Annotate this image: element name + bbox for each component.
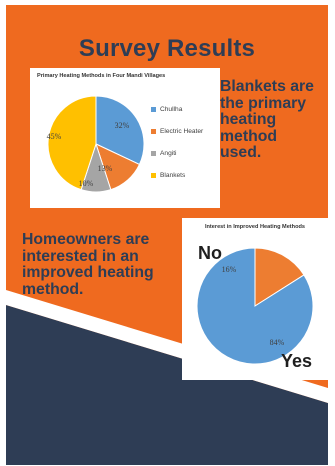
pie-slice-yes <box>196 247 314 365</box>
legend-swatch <box>151 150 156 156</box>
pie-slice-no <box>254 247 305 307</box>
yes-label: Yes <box>281 351 313 371</box>
legend-item: Electric Heater <box>151 128 203 135</box>
legend-label: Angiti <box>160 150 177 157</box>
legend-item: Angiti <box>151 150 177 157</box>
pie-slice-blankets <box>47 95 97 191</box>
legend-label: Chullha <box>160 106 183 113</box>
page-title: Survey Results <box>78 35 256 62</box>
legend-swatch <box>151 106 156 112</box>
legend-swatch <box>151 172 156 178</box>
heating-methods-pie: 32% 13% 10% 45% <box>47 95 145 193</box>
legend-swatch <box>151 128 156 134</box>
interest-chart-card: Interest in Improved Heating Methods 16%… <box>182 218 328 380</box>
pie-slice-chullha <box>95 95 145 166</box>
data-label-angiti: 10% <box>79 179 94 188</box>
data-label-chullha: 32% <box>115 121 130 130</box>
data-label-electric-heater: 13% <box>98 164 113 173</box>
heating-methods-chart-card: Primary Heating Methods in Four Mandi Vi… <box>30 68 220 208</box>
poster: Survey Results Primary Heating Methods i… <box>6 5 328 465</box>
legend-label: Blankets <box>160 172 186 179</box>
data-label-blankets: 45% <box>47 132 62 141</box>
chart-title: Primary Heating Methods in Four Mandi Vi… <box>37 73 166 79</box>
chart-title: Interest in Improved Heating Methods <box>204 224 306 230</box>
blankets-callout: Blankets are the primary heating method … <box>220 78 314 162</box>
interest-pie: 16% 84% <box>196 247 314 365</box>
no-label: No <box>198 243 222 263</box>
data-label-yes: 84% <box>270 338 285 347</box>
legend-item: Blankets <box>151 172 185 179</box>
legend-item: Chullha <box>151 106 182 113</box>
legend-label: Electric Heater <box>160 128 204 135</box>
interest-callout: Homeowners are interested in an improved… <box>22 231 154 298</box>
data-label-no: 16% <box>222 265 237 274</box>
